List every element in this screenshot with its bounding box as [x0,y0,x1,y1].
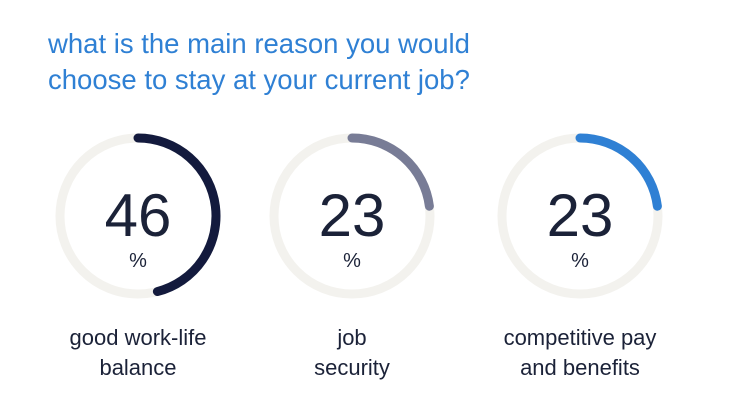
category-label-job-security: job security [242,323,462,383]
gauge-work-life-balance: 46 % [55,133,221,299]
gauge-value: 46 [105,182,172,249]
gauge-arc [347,133,434,211]
label-line-1: good work-life [69,325,207,350]
title-line-1: what is the main reason you would [48,28,470,59]
label-line-2: and benefits [520,355,640,380]
label-line-2: security [314,355,390,380]
gauge-value: 23 [319,182,386,249]
label-line-1: job [337,325,367,350]
category-label-work-life-balance: good work-life balance [28,323,248,383]
gauge-arc [575,133,662,211]
label-line-2: balance [99,355,177,380]
category-label-competitive-pay: competitive pay and benefits [470,323,690,383]
gauge-job-security: 23 % [269,133,435,299]
gauge-arc [133,133,221,297]
label-line-1: competitive pay [503,325,657,350]
gauge-competitive-pay: 23 % [497,133,663,299]
gauge-value: 23 [547,182,614,249]
title-line-2: choose to stay at your current job? [48,64,470,95]
chart-title: what is the main reason you would choose… [48,26,688,98]
gauge-unit: % [129,250,147,272]
gauge-unit: % [571,250,589,272]
gauge-unit: % [343,250,361,272]
